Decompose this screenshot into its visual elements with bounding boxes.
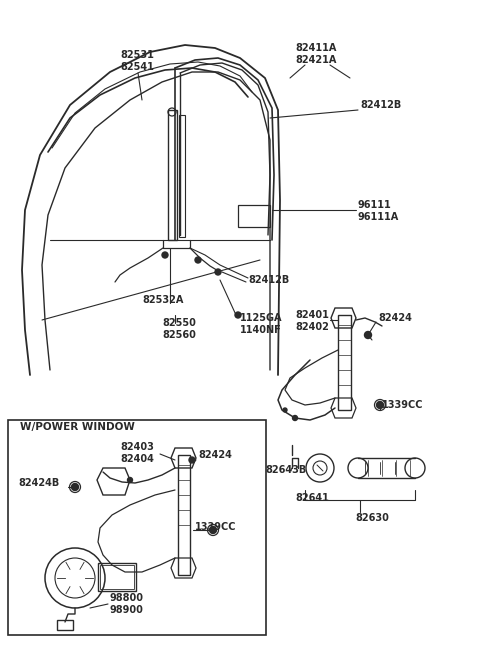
Text: 82541: 82541: [120, 62, 154, 72]
Text: 82401: 82401: [295, 310, 329, 320]
Text: 98800: 98800: [110, 593, 144, 603]
Text: 82643B: 82643B: [265, 465, 306, 475]
Circle shape: [195, 257, 201, 263]
Text: 82424: 82424: [198, 450, 232, 460]
Circle shape: [209, 527, 216, 534]
Text: 82424: 82424: [378, 313, 412, 323]
Text: 82630: 82630: [355, 513, 389, 523]
Circle shape: [376, 402, 384, 409]
Circle shape: [162, 252, 168, 258]
Text: 1339CC: 1339CC: [382, 400, 423, 410]
Text: 98900: 98900: [110, 605, 144, 615]
Text: 96111: 96111: [358, 200, 392, 210]
Bar: [100, 565, 134, 589]
Text: 82421A: 82421A: [295, 55, 336, 65]
Text: 82641: 82641: [295, 493, 329, 503]
Text: 82404: 82404: [120, 454, 154, 464]
Circle shape: [235, 312, 241, 318]
Text: 82424B: 82424B: [18, 478, 59, 488]
Circle shape: [189, 457, 195, 463]
Bar: [238, 205, 270, 227]
Text: 96111A: 96111A: [358, 212, 399, 222]
Circle shape: [292, 415, 298, 421]
Circle shape: [72, 483, 79, 491]
Bar: [178, 455, 190, 575]
Bar: [98, 563, 136, 591]
Text: W/POWER WINDOW: W/POWER WINDOW: [20, 422, 135, 432]
Bar: [179, 115, 185, 237]
Text: 82531: 82531: [120, 50, 154, 60]
Circle shape: [128, 477, 132, 483]
Text: 1125GA: 1125GA: [240, 313, 283, 323]
Circle shape: [215, 269, 221, 275]
Bar: [57, 620, 73, 630]
Bar: [168, 110, 177, 240]
Text: 1339CC: 1339CC: [195, 522, 237, 532]
Text: 82412B: 82412B: [360, 100, 401, 110]
Text: 82550: 82550: [162, 318, 196, 328]
Text: 82403: 82403: [120, 442, 154, 452]
Bar: [338, 315, 351, 410]
Text: 82411A: 82411A: [295, 43, 336, 53]
Bar: [8, 420, 266, 635]
Circle shape: [283, 408, 287, 412]
Text: 82560: 82560: [162, 330, 196, 340]
Text: 1140NF: 1140NF: [240, 325, 282, 335]
Text: 82532A: 82532A: [142, 295, 183, 305]
Text: 82412B: 82412B: [248, 275, 289, 285]
Text: 82402: 82402: [295, 322, 329, 332]
Circle shape: [364, 331, 372, 339]
